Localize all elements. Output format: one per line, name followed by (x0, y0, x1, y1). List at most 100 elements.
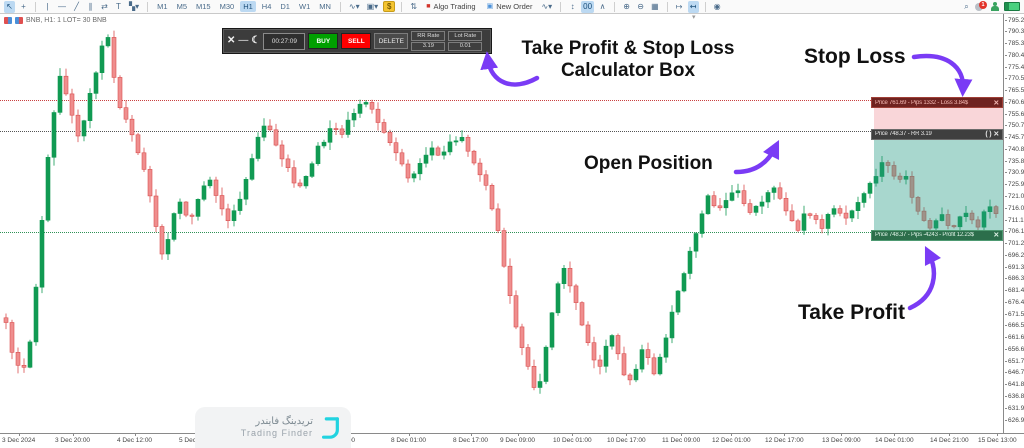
price-axis-label: 750.70 (1005, 122, 1024, 129)
close-icon[interactable]: ✕ (227, 35, 236, 46)
timeframe-h1[interactable]: H1 (240, 1, 256, 12)
new-order-button[interactable]: ▣ New Order (486, 2, 533, 11)
shapes-menu[interactable]: ▚▾ (129, 1, 140, 11)
close-icon[interactable]: ✕ (993, 131, 999, 139)
trade-levels-icon[interactable]: ⇅ (410, 1, 418, 11)
time-axis-label: 10 Dec 17:00 (607, 434, 646, 444)
lot-rate-field[interactable]: Lot Rate 0.01 (448, 31, 483, 51)
price-axis-label: 770.50 (1005, 75, 1024, 82)
take-profit-annotation: Take Profit (798, 301, 905, 324)
time-axis-label: 15 Dec 13:00 (978, 434, 1017, 444)
watermark-persian-text: تریدینگ فایندر (255, 416, 313, 428)
trendline-tool[interactable]: ╱ (74, 1, 79, 11)
time-axis-label: 3 Dec 2024 (2, 434, 36, 444)
minimize-icon[interactable]: — (238, 35, 249, 46)
timeframe-m5[interactable]: M5 (176, 2, 188, 11)
timeframe-h4[interactable]: H4 (261, 2, 272, 11)
grid-toggle[interactable]: ▦ (651, 1, 659, 11)
community-icon[interactable] (990, 1, 1001, 12)
price-axis-label: 681.40 (1005, 287, 1024, 294)
zigzag-icon[interactable]: ∧ (599, 1, 606, 11)
currency-icon[interactable]: $ (383, 1, 396, 12)
rr-rate-field[interactable]: RR Rate 3.19 (411, 31, 446, 51)
time-axis-label: 11 Dec 09:00 (662, 434, 701, 444)
price-axis-label: 760.60 (1005, 99, 1024, 106)
algo-trading-button[interactable]: ■ Algo Trading (426, 2, 476, 11)
screenshot-button[interactable]: ◉ (713, 1, 721, 11)
vertical-line-tool[interactable]: | (46, 1, 49, 11)
text-tool[interactable]: T (116, 1, 121, 11)
take-profit-price-tag[interactable]: Price 748.37 - Pips -4243 - Profit 12.23… (871, 229, 1003, 241)
algo-trading-button-icon: ■ (426, 3, 431, 10)
time-axis-label: 12 Dec 17:00 (765, 434, 804, 444)
open-position-line[interactable] (0, 131, 1003, 133)
calculator-annotation: Take Profit & Stop Loss Calculator Box (521, 38, 735, 81)
price-axis-label: 626.95 (1005, 417, 1024, 424)
ohlc-button[interactable]: 00 (581, 0, 595, 13)
close-icon[interactable]: ✕ (993, 99, 999, 107)
objects-menu[interactable]: ▣▾ (366, 1, 379, 11)
chart-shift-marker: ▾ (692, 14, 696, 21)
open-position-price-tag[interactable]: Price 748.37 - RR 3.19 ( ) ✕ (871, 128, 1003, 140)
sell-button[interactable]: SELL (341, 33, 372, 49)
sort-icon[interactable]: ↕ (570, 1, 575, 11)
timeframe-d1[interactable]: D1 (280, 2, 290, 11)
tp-sl-calculator-panel[interactable]: ✕ — ☾ 00:27:09 BUY SELL DELETE RR Rate 3… (222, 28, 492, 54)
stop-loss-annotation: Stop Loss (804, 45, 906, 68)
lot-rate-value[interactable]: 0.01 (448, 41, 483, 51)
stop-loss-line[interactable] (0, 99, 1003, 101)
price-axis-label: 775.45 (1005, 64, 1024, 71)
crosshair-tool[interactable]: + (21, 1, 26, 11)
open-position-tag-text: Price 748.37 - RR 3.19 (875, 131, 932, 138)
notifications-icon[interactable]: 1 (975, 1, 987, 12)
price-axis-label: 666.55 (1005, 322, 1024, 329)
stop-loss-tag-text: Price 761.69 - Pips 1332 - Loss 3.84$ (875, 99, 968, 106)
take-profit-zone (874, 131, 1003, 233)
chart-shift-toggle[interactable]: ↤ (687, 0, 699, 13)
stop-loss-price-tag[interactable]: Price 761.69 - Pips 1332 - Loss 3.84$ ✕ (871, 97, 1003, 109)
search-icon[interactable]: ⌕ (964, 1, 969, 11)
price-axis-label: 676.45 (1005, 299, 1024, 306)
price-axis-label: 706.15 (1005, 228, 1024, 235)
zoom-in-button[interactable]: ⊕ (623, 1, 630, 11)
open-position-annotation: Open Position (584, 153, 713, 174)
buy-button[interactable]: BUY (308, 33, 339, 49)
horizontal-line-tool[interactable]: — (58, 1, 66, 11)
price-axis-label: 711.10 (1005, 217, 1024, 224)
chart-type-menu[interactable]: ∿▾ (541, 1, 553, 11)
symbol-info: BNB, H1: 1 LOT= 30 BNB (4, 17, 107, 24)
channel-tool[interactable]: ∥ (88, 1, 93, 11)
equidistant-channel-tool[interactable]: ⇄ (101, 1, 108, 11)
price-axis-label: 725.95 (1005, 181, 1024, 188)
rr-rate-value[interactable]: 3.19 (411, 41, 446, 51)
chart-area[interactable]: Price 761.69 - Pips 1332 - Loss 3.84$ ✕ … (0, 14, 1003, 448)
auto-scroll-toggle[interactable]: ↦ (675, 1, 683, 11)
connection-status (1004, 2, 1020, 11)
delete-button[interactable]: DELETE (374, 33, 409, 49)
night-mode-icon[interactable]: ☾ (251, 35, 261, 46)
take-profit-line[interactable] (0, 232, 1003, 234)
price-axis[interactable]: 795.25 790.30 785.35 780.40 775.45 770.50 765.… (1003, 14, 1024, 433)
timeframe-w1[interactable]: W1 (298, 2, 311, 11)
timeframe-m30[interactable]: M30 (219, 2, 235, 11)
timeframe-m1[interactable]: M1 (157, 2, 168, 11)
timeframe-mn[interactable]: MN (319, 2, 331, 11)
price-axis-label: 631.90 (1005, 405, 1024, 412)
close-icon[interactable]: ✕ (993, 232, 999, 240)
timeframe-m15[interactable]: M15 (196, 2, 211, 11)
price-axis-label: 721.00 (1005, 193, 1024, 200)
candle-timer: 00:27:09 (263, 32, 306, 50)
modify-icon[interactable]: ( ) (985, 130, 992, 138)
toolbar-separator (147, 1, 149, 12)
toolbar-separator (614, 1, 616, 12)
indicators-menu[interactable]: ∿▾ (348, 1, 360, 11)
cursor-tool[interactable]: ↖ (4, 0, 15, 13)
price-axis-label: 636.85 (1005, 393, 1024, 400)
time-axis-label: 9 Dec 09:00 (500, 434, 536, 444)
trading-finder-logo-icon (321, 416, 339, 439)
zoom-out-button[interactable]: ⊖ (637, 1, 644, 11)
price-axis-label: 696.25 (1005, 252, 1024, 259)
time-axis-label: 14 Dec 21:00 (930, 434, 969, 444)
price-axis-label: 785.35 (1005, 40, 1024, 47)
